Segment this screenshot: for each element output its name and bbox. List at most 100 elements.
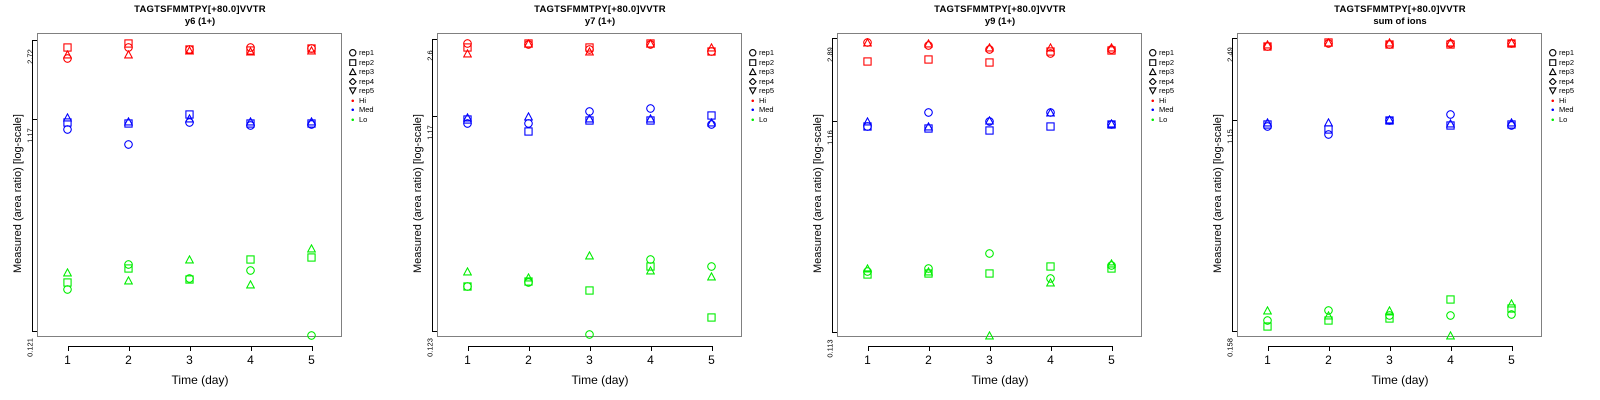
legend-item: rep5 [348,86,374,96]
diamond-icon [748,77,759,87]
panel-title-block: TAGTSFMMTPY[+80.0]VVTR y9 (1+) [800,4,1200,28]
triangle-icon [1548,67,1559,77]
chart-title: TAGTSFMMTPY[+80.0]VVTR [934,4,1066,15]
diamond-icon [348,77,359,87]
triangle-down-icon [1148,86,1159,96]
legend-item: rep1 [348,48,374,58]
triangle-icon [1148,67,1159,77]
x-axis-label: Time (day) [1371,373,1429,387]
y-axis-label: Measured (area ratio) [log-scale] [12,114,24,273]
y-tick-label: 2.49 [1225,47,1235,63]
legend-item-label: rep4 [1159,76,1175,86]
x-tick-label: 1 [864,353,871,367]
x-tick-mark [250,346,252,351]
legend-item: Med [748,105,774,115]
x-tick-label: 4 [647,353,654,367]
y-axis-line [432,39,433,331]
dot-icon [748,115,759,125]
x-tick-label: 2 [1325,353,1332,367]
x-tick-mark [867,346,869,351]
circle-icon [348,48,359,58]
legend-item-label: Med [1559,105,1574,115]
legend-item: Lo [1148,115,1174,125]
chart-subtitle: y9 (1+) [984,16,1016,27]
x-tick-label: 4 [247,353,254,367]
y-tick-mark [1232,331,1237,333]
legend-item: rep5 [1548,86,1574,96]
triangle-down-icon [1548,86,1559,96]
legend-item: Lo [1548,115,1574,125]
legend: rep1 rep2 rep3 rep4 rep5 Hi Med Lo [1148,48,1174,124]
legend-item: rep2 [1548,58,1574,68]
legend-item-label: rep5 [359,86,375,96]
x-tick-label: 4 [1047,353,1054,367]
x-tick-label: 3 [586,353,593,367]
y-tick-label: 0.113 [825,339,835,358]
dot-icon [1148,115,1159,125]
chart-title: TAGTSFMMTPY[+80.0]VVTR [1334,4,1466,15]
legend-item-label: rep1 [759,48,775,57]
dot-icon [1148,96,1159,106]
x-tick-mark [467,346,469,351]
legend-item: rep4 [1148,77,1174,87]
legend-item-label: rep2 [1159,57,1175,67]
legend-item-label: rep5 [1159,86,1175,96]
x-tick-mark [1328,346,1330,351]
circle-icon [1548,48,1559,58]
chart-panel: TAGTSFMMTPY[+80.0]VVTR y6 (1+) Measured (a… [0,0,400,400]
legend-item: rep5 [1148,86,1174,96]
dot-icon [1548,96,1559,106]
legend-item-label: Hi [1159,95,1167,105]
y-tick-mark [832,331,837,333]
dot-icon [348,105,359,115]
legend-item-label: rep4 [1559,76,1575,86]
legend-item-label: Med [1159,105,1174,115]
y-tick-label: 1.17 [425,124,435,140]
triangle-icon [348,67,359,77]
diamond-icon [1148,77,1159,87]
x-tick-mark [1111,346,1113,351]
y-tick-label: 1.17 [25,127,35,143]
x-tick-label: 1 [64,353,71,367]
legend-item: Med [1148,105,1174,115]
panel-title-block: TAGTSFMMTPY[+80.0]VVTR sum of ions [1200,4,1600,28]
x-tick-mark [1267,346,1269,351]
x-tick-label: 5 [1108,353,1115,367]
y-tick-mark [1232,120,1237,122]
legend-item-label: rep1 [359,48,375,57]
square-icon [1548,58,1559,68]
y-axis-line [1232,38,1233,332]
x-tick-mark [528,346,530,351]
circle-icon [1148,48,1159,58]
plot-area [37,33,342,337]
x-tick-mark [928,346,930,351]
legend-item-label: rep4 [759,76,775,86]
x-tick-label: 2 [525,353,532,367]
legend-item: Hi [748,96,774,106]
legend-item-label: Lo [359,114,368,124]
legend-item-label: Hi [1559,95,1567,105]
legend-item-label: rep1 [1159,48,1175,57]
square-icon [348,58,359,68]
legend-item-label: rep3 [759,67,775,77]
y-tick-label: 1.16 [825,129,835,145]
legend-item: rep3 [1148,67,1174,77]
legend-item: rep2 [348,58,374,68]
dot-icon [1148,105,1159,115]
x-tick-label: 3 [986,353,993,367]
panel-title-block: TAGTSFMMTPY[+80.0]VVTR y6 (1+) [0,4,400,28]
x-tick-label: 4 [1447,353,1454,367]
x-tick-mark [1511,346,1513,351]
x-tick-label: 1 [464,353,471,367]
square-icon [748,58,759,68]
x-tick-mark [1450,346,1452,351]
x-axis-label: Time (day) [571,373,629,387]
y-axis-line [832,37,833,332]
x-tick-mark [189,346,191,351]
dot-icon [348,96,359,106]
legend-item-label: Lo [1559,114,1568,124]
x-tick-mark [128,346,130,351]
legend-item: Med [348,105,374,115]
legend-item: rep1 [1148,48,1174,58]
